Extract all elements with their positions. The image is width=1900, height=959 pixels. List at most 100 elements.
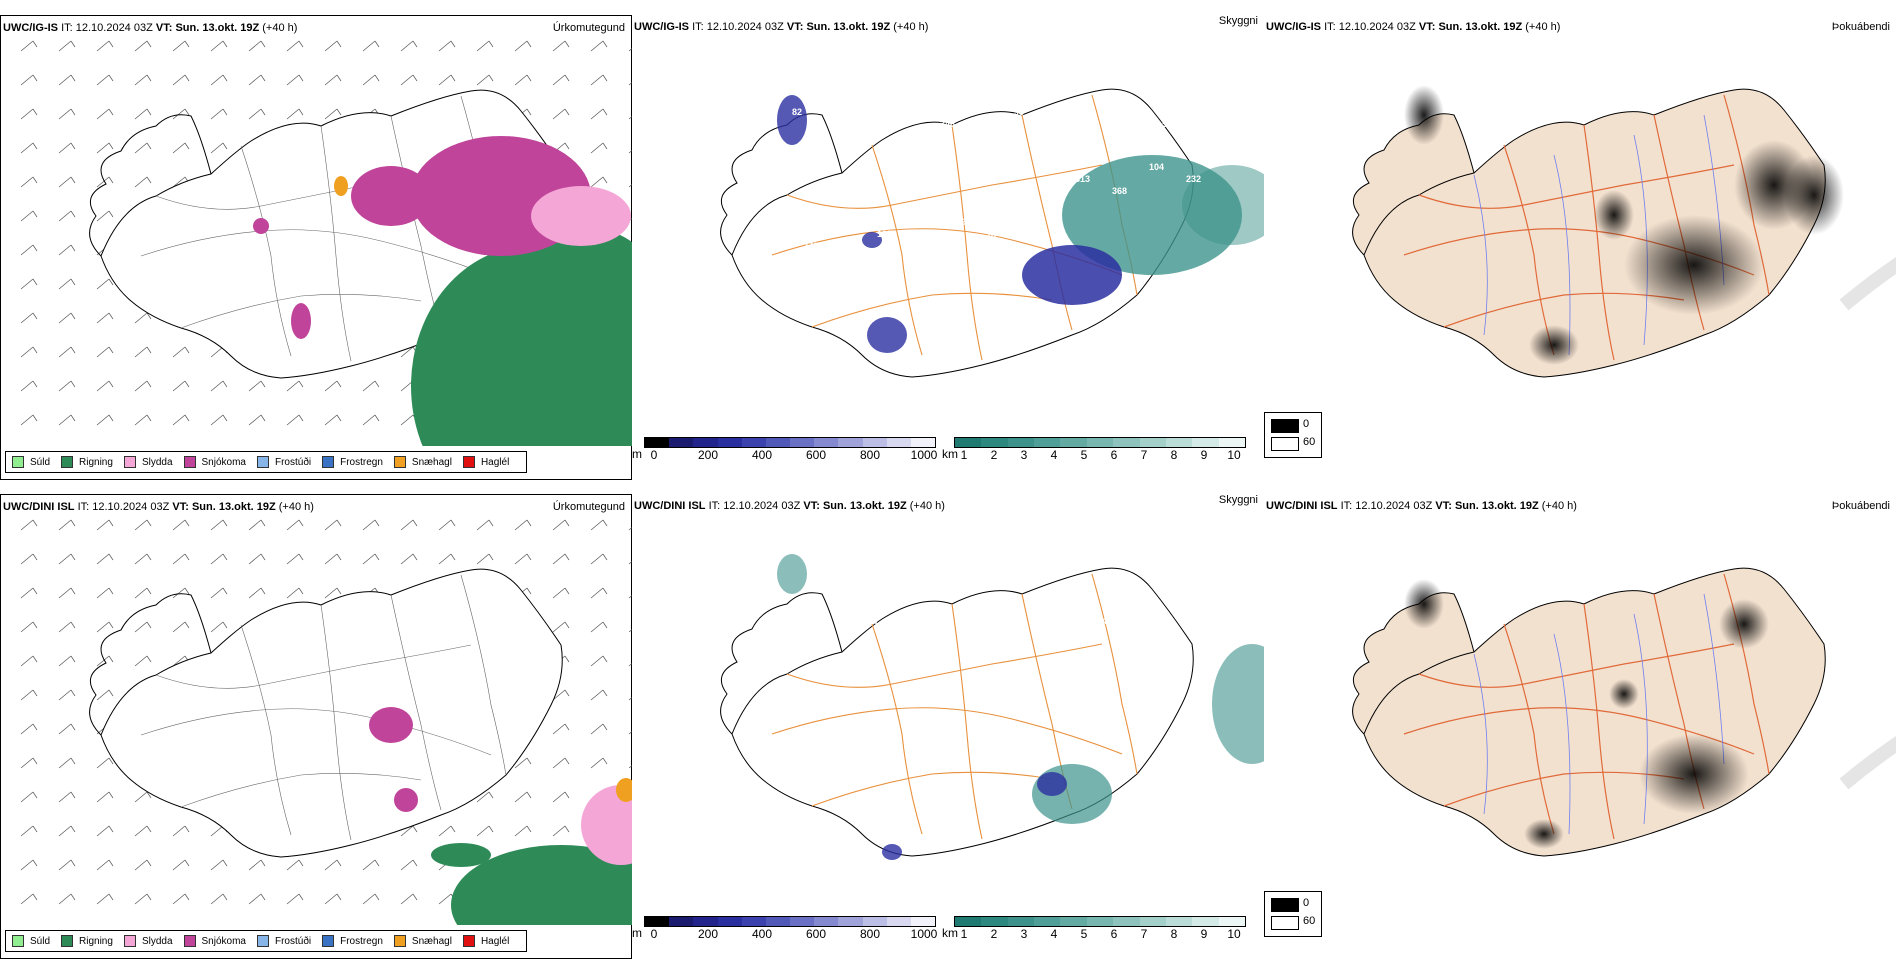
height-labels: 112 57 186 165 42 140 32 127	[812, 606, 1164, 706]
colorbar-tick: 200	[697, 927, 719, 941]
height-label: 504	[1162, 119, 1177, 129]
visibility-panel-bottom: UWC/DINI ISL IT: 12.10.2024 03Z VT: Sun.…	[632, 494, 1264, 959]
fog-areas	[1404, 579, 1769, 849]
field-name: Skyggni	[1218, 15, 1258, 27]
vt-value: Sun. 13.okt. 19Z	[1454, 500, 1539, 512]
height-label: 32	[1154, 606, 1164, 616]
height-label: 166	[903, 107, 918, 117]
lead-time: (+40 h)	[1525, 21, 1561, 33]
height-label: 346	[940, 119, 955, 129]
lead-time: (+40 h)	[262, 22, 298, 34]
high-elevation-area	[867, 317, 907, 353]
it-label: IT:	[708, 500, 721, 512]
vt-label: VT:	[172, 501, 189, 513]
it-value: 12.10.2024 03Z	[92, 501, 170, 513]
rain-area	[431, 843, 491, 867]
legend-item: Slydda	[123, 456, 173, 468]
legend-swatch	[183, 456, 196, 468]
colorbar-tick: 3	[1020, 927, 1028, 941]
road-line	[811, 292, 1053, 328]
height-label: 239	[840, 217, 855, 227]
colorbar-tick: 1000	[910, 448, 938, 462]
field-name: Úrkomutegund	[552, 501, 625, 513]
height-label: 250	[927, 162, 942, 172]
vt-value: Sun. 13.okt. 19Z	[175, 22, 260, 34]
colorbar-tick: 600	[805, 927, 827, 941]
height-label: 368	[1112, 186, 1127, 196]
model-name: UWC/IG-IS	[634, 21, 689, 33]
sleet-area	[531, 186, 631, 246]
colorbar-strip	[644, 916, 936, 927]
legend-item: Haglél	[462, 935, 509, 947]
fog-legend-swatch	[1271, 437, 1299, 451]
colorbar-tick: 6	[1110, 927, 1118, 941]
low-visibility-area	[777, 554, 807, 594]
height-label: 87	[988, 229, 998, 239]
legend-swatch	[393, 935, 406, 947]
snowhail-area	[616, 778, 633, 802]
legend-label: Frostúði	[274, 935, 312, 947]
height-label: 112	[977, 131, 992, 141]
visibility-colorbar: km 1 2 3 4 5 6 7 8 9 10	[942, 437, 1252, 477]
road-line	[771, 707, 1123, 755]
colorbar-strip	[954, 916, 1246, 927]
it-value: 12.10.2024 03Z	[75, 22, 153, 34]
snowhail-area	[334, 176, 348, 196]
legend-item: Rigning	[61, 456, 113, 468]
road-line	[951, 124, 983, 361]
legend-swatch	[61, 935, 74, 947]
legend-label: Frostregn	[340, 456, 383, 468]
model-name: UWC/DINI ISL	[1266, 500, 1338, 512]
height-label: 57	[869, 616, 879, 626]
height-labels: 82 112 101 166 346 112 93 113 113 481 504 360 178 294…	[792, 107, 1214, 251]
height-label: 186	[926, 606, 941, 616]
colorbar-strip	[954, 437, 1246, 448]
model-name: UWC/IG-IS	[1266, 21, 1321, 33]
road-line	[140, 708, 492, 756]
legend-label: Rigning	[79, 935, 113, 947]
colorbar-tick: 6	[1110, 448, 1118, 462]
legend-swatch	[61, 456, 74, 468]
road-line	[140, 229, 492, 277]
legend-item: Slydda	[123, 935, 173, 947]
snow-area	[369, 707, 413, 743]
fog-panel-bottom: UWC/DINI ISL IT: 12.10.2024 03Z VT: Sun.…	[1264, 494, 1896, 959]
offshore-fog	[1839, 735, 1896, 790]
height-label: 276	[803, 241, 818, 251]
legend-item: Frostúði	[256, 935, 312, 947]
height-label: 140	[1097, 616, 1112, 626]
legend-label: Snjókoma	[201, 456, 246, 468]
visibility-colorbar: km 1 2 3 4 5 6 7 8 9 10	[942, 916, 1252, 956]
colorbar-tick: 7	[1140, 927, 1148, 941]
legend-item: Súld	[12, 935, 50, 947]
height-label: 895	[890, 186, 905, 196]
road-line	[240, 145, 292, 357]
it-label: IT:	[692, 21, 704, 33]
colorbar-tick: 2	[990, 448, 998, 462]
colorbar-tick: 9	[1200, 927, 1208, 941]
rain-area	[451, 845, 633, 925]
legend-label: Slydda	[141, 935, 173, 947]
it-label: IT:	[1324, 21, 1336, 33]
colorbar-unit: m	[632, 447, 642, 461]
height-label: 165	[983, 616, 998, 626]
road-line	[951, 603, 983, 840]
it-value: 12.10.2024 03Z	[1355, 500, 1433, 512]
high-elevation-area	[777, 95, 807, 145]
colorbar-tick: 10	[1227, 927, 1241, 941]
legend-swatch	[123, 456, 136, 468]
colorbar-tick: 1000	[910, 927, 938, 941]
snow-area	[253, 218, 269, 234]
fog-legend-top: 0 60	[1264, 412, 1322, 458]
road-line	[1583, 124, 1615, 361]
colorbar-tick: 4	[1050, 927, 1058, 941]
height-label: 105	[877, 229, 892, 239]
colorbar-tick: 8	[1170, 927, 1178, 941]
height-label: 93	[1014, 107, 1024, 117]
legend-item: Snjókoma	[183, 456, 246, 468]
colorbar-tick: 4	[1050, 448, 1058, 462]
model-name: UWC/IG-IS	[3, 22, 58, 34]
vt-value: Sun. 13.okt. 19Z	[806, 21, 891, 33]
legend-swatch	[256, 456, 269, 468]
precip-type-panel-bottom: UWC/DINI ISL IT: 12.10.2024 03Z VT: Sun.…	[0, 494, 633, 959]
